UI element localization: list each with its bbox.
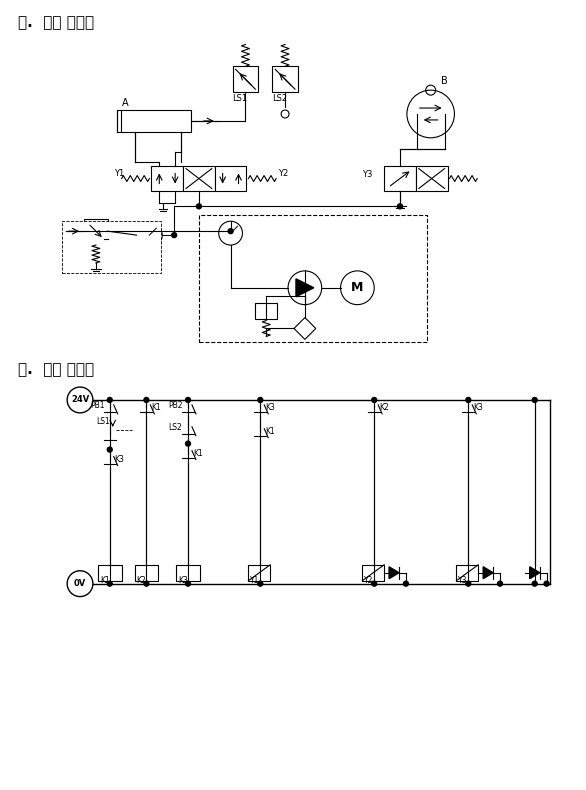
Text: Y2: Y2 (364, 576, 374, 585)
Bar (176, 565, 200, 581)
Text: K2: K2 (379, 403, 389, 412)
Text: 가.  유압 회로도: 가. 유압 회로도 (18, 15, 94, 30)
Circle shape (372, 397, 377, 402)
Circle shape (544, 581, 549, 586)
Bar (214, 166, 247, 191)
Bar (199, 215, 427, 342)
Text: Y1: Y1 (250, 576, 260, 585)
Bar (255, 303, 277, 318)
Text: K1: K1 (193, 449, 203, 457)
Circle shape (372, 581, 377, 586)
Bar (384, 166, 416, 191)
Bar (183, 166, 214, 191)
Polygon shape (483, 566, 493, 579)
Circle shape (403, 581, 408, 586)
Circle shape (144, 397, 149, 402)
Circle shape (397, 204, 403, 209)
Circle shape (498, 581, 502, 586)
Text: Y3: Y3 (458, 576, 468, 585)
Circle shape (186, 581, 190, 586)
Text: A: A (122, 98, 128, 108)
Text: 나.  전기 회로도: 나. 전기 회로도 (18, 363, 94, 378)
Text: K3: K3 (473, 403, 483, 412)
Circle shape (466, 581, 471, 586)
Circle shape (172, 232, 176, 238)
Polygon shape (530, 566, 540, 579)
Text: M: M (351, 281, 363, 294)
Text: 24V: 24V (71, 396, 89, 404)
Text: B: B (441, 76, 447, 86)
Polygon shape (389, 566, 399, 579)
Text: LS1: LS1 (233, 94, 248, 103)
Polygon shape (296, 279, 314, 297)
Bar (98, 565, 122, 581)
Text: K1: K1 (151, 403, 161, 412)
Bar (84, 220, 108, 243)
Circle shape (107, 397, 113, 402)
Text: PB2: PB2 (168, 401, 183, 410)
Circle shape (196, 204, 202, 209)
Circle shape (532, 581, 537, 586)
Text: K3: K3 (265, 403, 275, 412)
Text: 0V: 0V (74, 579, 86, 589)
Circle shape (144, 581, 149, 586)
Circle shape (258, 581, 263, 586)
Bar (272, 66, 298, 92)
Circle shape (107, 447, 113, 452)
Bar (135, 565, 158, 581)
Text: K3: K3 (178, 576, 188, 585)
Bar (117, 110, 191, 132)
Bar (151, 166, 183, 191)
Bar (62, 221, 161, 273)
Bar (362, 565, 384, 581)
Bar (248, 565, 270, 581)
Circle shape (532, 397, 537, 402)
Circle shape (186, 441, 190, 446)
Bar (416, 166, 448, 191)
Circle shape (228, 228, 233, 234)
Text: K1: K1 (100, 576, 110, 585)
Text: Y2: Y2 (278, 168, 288, 178)
Circle shape (466, 397, 471, 402)
Circle shape (107, 581, 113, 586)
Text: PB1: PB1 (90, 401, 104, 410)
Text: Y3: Y3 (362, 170, 373, 179)
Text: K2: K2 (137, 576, 146, 585)
Circle shape (258, 397, 263, 402)
Bar (233, 66, 258, 92)
Text: K1: K1 (265, 427, 275, 436)
Text: LS1: LS1 (96, 417, 110, 426)
Text: Y1: Y1 (114, 168, 124, 178)
Circle shape (186, 397, 190, 402)
Text: LS2: LS2 (272, 94, 287, 103)
Bar (456, 565, 478, 581)
Text: LS2: LS2 (168, 423, 182, 432)
Text: K3: K3 (115, 454, 125, 464)
